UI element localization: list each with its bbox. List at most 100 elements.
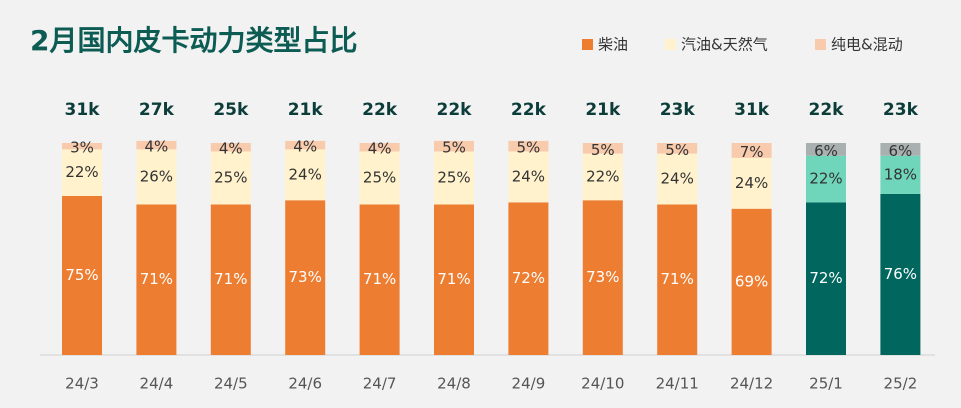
bar-segment: [62, 149, 102, 196]
total-label: 22k: [437, 100, 473, 120]
data-label: 22%: [65, 163, 98, 181]
total-label: 22k: [511, 100, 547, 120]
data-label: 4%: [145, 138, 169, 156]
data-label: 75%: [65, 266, 98, 284]
data-label: 6%: [889, 142, 913, 160]
bar-segment: [359, 151, 400, 205]
x-tick-label: 24/9: [512, 375, 546, 393]
bar-segment: [731, 208, 772, 355]
x-tick-label: 24/7: [363, 375, 397, 393]
legend-swatch: [582, 39, 593, 50]
data-label: 24%: [289, 165, 322, 183]
data-label: 24%: [735, 174, 768, 192]
bar-segment: [806, 143, 846, 156]
data-label: 71%: [214, 270, 247, 288]
data-label: 72%: [512, 269, 545, 287]
data-label: 18%: [884, 165, 917, 183]
bar-segment: [285, 200, 326, 355]
bar-segment: [508, 151, 549, 203]
bar-segment: [806, 155, 846, 203]
data-label: 3%: [70, 139, 94, 157]
bar-segment: [285, 140, 326, 150]
bar-segment: [434, 140, 474, 152]
bar-segment: [880, 155, 921, 194]
bar-segment: [434, 151, 474, 205]
data-label: 4%: [219, 140, 243, 158]
bar-segment: [62, 143, 102, 150]
data-label: 73%: [289, 268, 322, 286]
bar-segment: [62, 196, 102, 355]
bar-segment: [285, 149, 326, 201]
data-label: 69%: [735, 272, 768, 290]
data-label: 6%: [814, 142, 838, 160]
bar-segment: [880, 193, 921, 355]
data-label: 5%: [442, 139, 466, 157]
x-tick-label: 24/11: [656, 375, 699, 393]
data-label: 5%: [665, 141, 689, 159]
total-label: 21k: [288, 100, 324, 120]
bar-segment: [136, 149, 177, 205]
x-tick-label: 25/2: [884, 375, 918, 393]
bar-segment: [508, 140, 549, 152]
bar-segment: [582, 200, 623, 355]
data-label: 72%: [809, 269, 842, 287]
data-label: 5%: [517, 139, 541, 157]
data-label: 25%: [214, 168, 247, 186]
legend-label: 柴油: [598, 36, 628, 54]
bar-segment: [731, 143, 772, 158]
data-label: 71%: [140, 270, 173, 288]
x-tick-label: 24/3: [65, 375, 99, 393]
bar-segment: [434, 204, 474, 355]
data-label: 24%: [512, 167, 545, 185]
total-label: 23k: [660, 100, 696, 120]
bar-segment: [806, 202, 846, 355]
data-label: 76%: [884, 265, 917, 283]
total-label: 31k: [734, 100, 770, 120]
legend-swatch: [665, 39, 676, 50]
data-label: 22%: [809, 170, 842, 188]
data-label: 71%: [363, 270, 396, 288]
total-label: 22k: [362, 100, 398, 120]
total-label: 21k: [585, 100, 621, 120]
data-label: 25%: [437, 168, 470, 186]
bar-segment: [508, 202, 549, 355]
data-label: 5%: [591, 141, 615, 159]
x-tick-label: 24/6: [288, 375, 322, 393]
bar-segment: [731, 157, 772, 209]
bar-segment: [657, 153, 698, 205]
data-label: 25%: [363, 168, 396, 186]
data-label: 71%: [661, 270, 694, 288]
total-label: 27k: [139, 100, 175, 120]
x-tick-label: 25/1: [809, 375, 843, 393]
bar-segment: [210, 204, 251, 355]
data-label: 7%: [740, 143, 764, 161]
bar-segment: [359, 143, 400, 152]
bar-segment: [582, 153, 623, 201]
data-label: 4%: [293, 138, 317, 156]
bar-segment: [880, 143, 921, 156]
legend-swatch: [815, 39, 826, 50]
data-label: 71%: [437, 270, 470, 288]
bar-segment: [210, 143, 251, 152]
legend-label: 纯电&混动: [831, 36, 903, 54]
total-label: 31k: [65, 100, 101, 120]
bar-segment: [657, 204, 698, 355]
bar-segment: [359, 204, 400, 355]
bar-segment: [210, 151, 251, 205]
data-label: 4%: [368, 140, 392, 158]
x-tick-label: 24/5: [214, 375, 248, 393]
bar-segment: [657, 143, 698, 154]
chart-title: 2月国内皮卡动力类型占比: [30, 24, 357, 57]
x-tick-label: 24/4: [140, 375, 174, 393]
data-label: 26%: [140, 167, 173, 185]
bar-segment: [582, 143, 623, 154]
x-tick-label: 24/12: [730, 375, 773, 393]
legend-label: 汽油&天然气: [681, 36, 768, 54]
data-label: 24%: [661, 170, 694, 188]
total-label: 22k: [809, 100, 845, 120]
data-label: 22%: [586, 167, 619, 185]
total-label: 25k: [213, 100, 249, 120]
x-tick-label: 24/10: [581, 375, 624, 393]
bar-segment: [136, 140, 177, 150]
